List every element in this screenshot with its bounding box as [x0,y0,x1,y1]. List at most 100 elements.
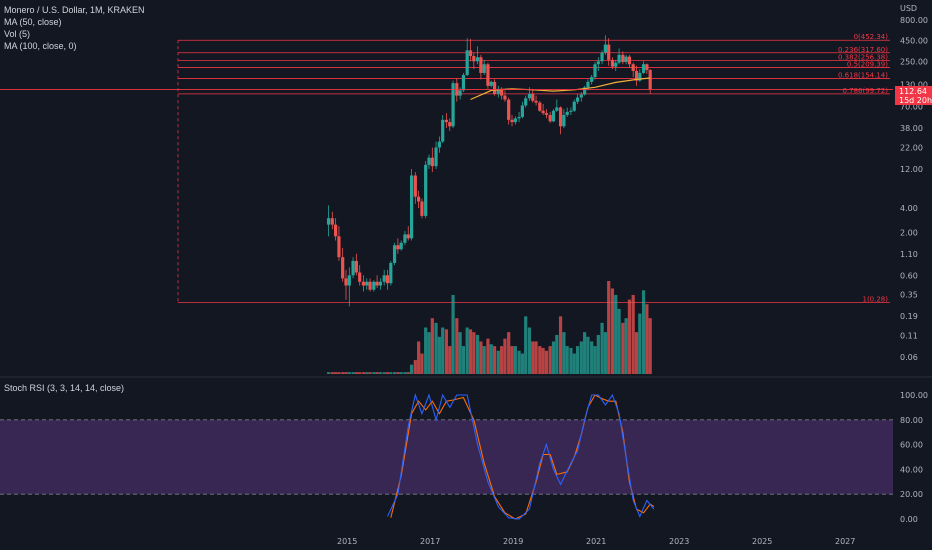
candle-body [500,88,504,96]
volume-bar [641,290,646,374]
candle-body [603,44,607,53]
candle-body [475,57,480,62]
symbol-legend[interactable]: Monero / U.S. Dollar, 1M, KRAKEN [4,5,145,15]
volume-bar [638,313,642,374]
stoch-band [0,419,893,495]
volume-bar [420,353,424,374]
price-tick: 0.11 [900,331,918,340]
candle-body [538,102,542,111]
volume-bar [627,299,632,374]
candle-body [361,281,366,286]
volume-bar [455,318,459,374]
volume-bar [486,338,490,374]
stoch-tick: 100.00 [900,391,928,400]
candle-body [341,257,345,279]
ma100-legend[interactable]: MA (100, close, 0) [4,41,77,51]
volume-bar [500,346,504,374]
candle-body [403,234,407,243]
candle-body [517,116,521,119]
volume-bar [507,332,511,374]
volume-bar [510,346,514,374]
volume-bar [427,332,431,374]
volume-bar [434,322,438,374]
candle-body [531,93,535,101]
candle-body [368,281,372,290]
volume-bars [326,281,652,374]
volume-bar [600,322,604,374]
candle-body [520,105,524,117]
candle-body [565,111,569,115]
candle-body [645,64,649,71]
candle-body [627,56,632,65]
price-tick: 450.00 [900,36,928,45]
currency-label: USD [900,4,917,13]
candle-body [424,164,428,216]
volume-bar [385,372,390,374]
candle-body [624,56,628,62]
candle-body [427,157,431,165]
candle-body [444,119,449,123]
volume-bar [648,318,652,374]
candle-body [385,275,390,284]
candle-body [507,99,511,120]
fib-label: 0.618(154.14) [838,71,888,79]
candle-body [358,272,362,282]
volume-bar [451,294,455,374]
volume-bar [551,341,556,374]
stoch-legend[interactable]: Stoch RSI (3, 3, 14, 14, close) [4,383,125,393]
candles [326,35,652,307]
volume-bar [378,372,383,374]
volume-bar [413,360,417,374]
volume-bar [444,329,449,374]
vol-legend[interactable]: Vol (5) [4,29,31,39]
volume-bar [441,327,445,374]
volume-bar [548,346,552,374]
volume-bar [579,341,583,374]
candle-body [555,107,559,111]
candle-body [326,218,331,225]
candle-body [417,196,421,202]
candle-body [648,70,652,90]
volume-bar [610,288,615,374]
candle-body [461,74,466,91]
candle-body [579,94,583,98]
stoch-rsi-pane [0,393,893,520]
volume-bar [586,336,590,374]
ma50-legend[interactable]: MA (50, close) [4,17,62,27]
volume-bar [437,336,441,374]
stoch-k-line [387,393,655,520]
volume-bar [593,346,597,374]
price-axis: 800.00 450.00 250.00 130.00 70.00 38.00 22.00 1… [900,16,928,362]
volume-bar [399,372,403,374]
volume-bar [603,332,607,374]
volume-bar [403,372,407,374]
volume-bar [544,350,549,374]
candle-body [631,64,635,72]
volume-bar [368,372,372,374]
ma100-line [470,77,651,101]
volume-bar [392,372,397,374]
candle-body [375,281,379,286]
candle-body [486,64,490,86]
volume-bar [475,334,480,374]
candle-body [351,260,355,276]
time-tick: 2017 [420,537,440,546]
price-tick: 0.60 [900,271,918,280]
volume-bar [382,372,386,374]
stoch-tick: 80.00 [900,416,923,425]
candle-body [551,110,556,122]
candle-body [344,278,348,286]
candle-body [347,275,351,286]
time-tick: 2021 [586,537,606,546]
price-tick: 130.00 [900,80,928,89]
volume-bar [465,327,469,374]
candle-body [634,71,639,81]
volume-bar [555,334,559,374]
stoch-tick: 40.00 [900,465,923,474]
fib-label: 0(452.34) [854,33,889,41]
time-axis: 2015 2017 2019 2021 2023 2025 2027 [337,537,855,546]
volume-bar [458,332,462,374]
volume-bar [558,316,563,374]
volume-bar [596,334,600,374]
